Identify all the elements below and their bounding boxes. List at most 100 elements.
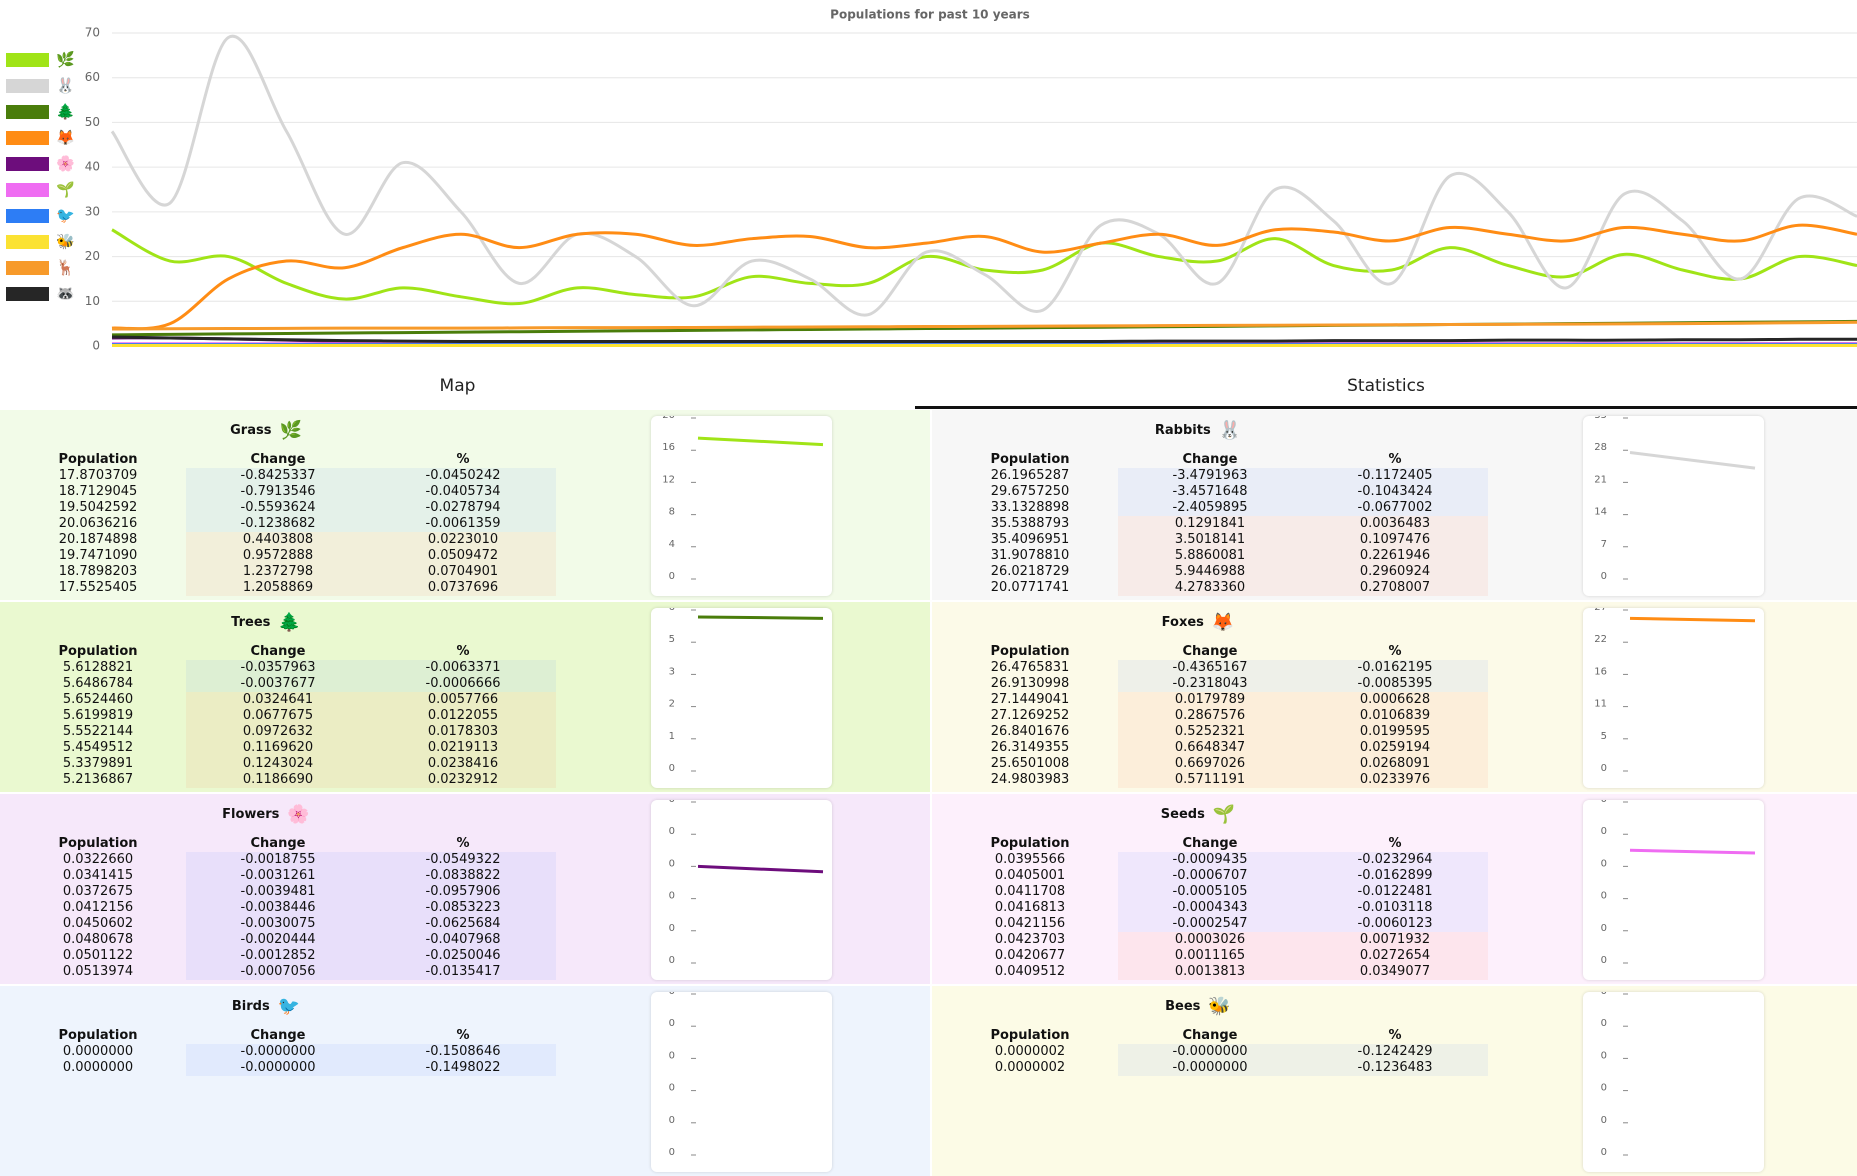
header-row: Population Change% xyxy=(942,452,1488,468)
stats-cell: 0.0000000 xyxy=(62,1060,134,1075)
stats-cell: -0.0061359 xyxy=(370,516,556,532)
stats-cell: 0.2960924 xyxy=(1302,564,1488,580)
stats-row: 35.5388793 0.1291841 0.0036483 xyxy=(942,516,1488,532)
stats-cell: 20.0636216 xyxy=(58,516,138,531)
column-header: % xyxy=(1388,452,1402,467)
mini-tick-label: 0 xyxy=(669,1018,675,1029)
mini-line xyxy=(1629,451,1756,470)
stats-row: 0.0341415 -0.0031261 -0.0838822 xyxy=(10,868,556,884)
title-icon: 🐦 xyxy=(277,996,301,1017)
stats-cell: 0.0409512 xyxy=(994,964,1066,979)
stats-cell: 1.2372798 xyxy=(186,564,370,580)
mini-line xyxy=(697,436,824,447)
stats-cell: 0.0322660 xyxy=(62,852,134,867)
stats-cell: 0.0268091 xyxy=(1302,756,1488,772)
stats-cell: 0.0704901 xyxy=(370,564,556,580)
column-header: % xyxy=(456,836,470,851)
mini-tick-label: 0 xyxy=(669,1115,675,1126)
species-panel: Rabbits 🐰 Population Change% 26.1965287 -3.47… xyxy=(932,410,1857,600)
legend-swatch xyxy=(6,209,49,223)
tab[interactable]: Map xyxy=(439,376,476,396)
stats-cell: 5.8860081 xyxy=(1118,548,1302,564)
stats-cell: 17.5525405 xyxy=(58,580,138,595)
stats-row: 24.9803983 0.5711191 0.0233976 xyxy=(942,772,1488,788)
column-header: Population xyxy=(58,1028,138,1043)
title-text: Seeds xyxy=(1160,807,1205,822)
stats-cell: 0.0513974 xyxy=(62,964,134,979)
stats-cell: 18.7129045 xyxy=(58,484,138,499)
mini-tick-label: 0 xyxy=(1601,1083,1607,1094)
header-row: Population Change% xyxy=(10,644,556,660)
stats-cell: -0.0122481 xyxy=(1302,884,1488,900)
stats-row: 0.0000002 -0.0000000 -0.1236483 xyxy=(942,1060,1488,1076)
column-header: Change xyxy=(250,644,306,659)
stats-cell: 26.1965287 xyxy=(990,468,1070,483)
y-tick-label: 30 xyxy=(85,204,100,218)
column-header: Change xyxy=(1182,452,1238,467)
stats-row: 17.8703709 -0.8425337 -0.0450242 xyxy=(10,468,556,484)
stats-cell: -0.0012852 xyxy=(186,948,370,964)
panel-title: Flowers 🌸 xyxy=(166,804,366,825)
stats-cell: -0.0405734 xyxy=(370,484,556,500)
stats-cell: 0.0199595 xyxy=(1302,724,1488,740)
stats-row: 0.0000000 -0.0000000 -0.1508646 xyxy=(10,1044,556,1060)
stats-cell: -0.0009435 xyxy=(1118,852,1302,868)
mini-tick-label: 12 xyxy=(662,474,675,485)
stats-cell: 0.1186690 xyxy=(186,772,370,788)
tab[interactable]: Statistics xyxy=(915,368,1857,409)
stats-cell: 29.6757250 xyxy=(990,484,1070,499)
column-header: Change xyxy=(250,1028,306,1043)
stats-cell: -0.0006666 xyxy=(370,676,556,692)
mini-chart: 0 4 8 12 16 20 xyxy=(662,416,824,582)
stats-cell: 0.0450602 xyxy=(62,916,134,931)
panel-title: Seeds 🌱 xyxy=(1098,804,1298,825)
stats-cell: 0.0178303 xyxy=(370,724,556,740)
mini-chart: 0 1 2 3 5 6 xyxy=(669,608,824,774)
legend-label: 🌱 xyxy=(56,181,75,199)
column-header: Change xyxy=(1182,644,1238,659)
mini-chart-card: 0 7 14 21 28 35 xyxy=(1583,416,1764,596)
stats-row: 0.0411708 -0.0005105 -0.0122481 xyxy=(942,884,1488,900)
stats-cell: -0.0000000 xyxy=(186,1044,370,1060)
mini-chart-card: 0 4 8 12 16 20 xyxy=(651,416,832,596)
population-chart: Populations for past 10 years 0 10 20 30 40 5… xyxy=(6,8,1857,353)
mini-chart: 0 0 0 0 0 0 xyxy=(669,992,696,1158)
stats-cell: -0.1172405 xyxy=(1302,468,1488,484)
species-panel: Seeds 🌱 Population Change% 0.0395566 -0.00094… xyxy=(932,794,1857,984)
legend-swatch xyxy=(6,79,49,93)
stats-cell: 0.0036483 xyxy=(1302,516,1488,532)
stats-row: 0.0421156 -0.0002547 -0.0060123 xyxy=(942,916,1488,932)
stats-row: 0.0322660 -0.0018755 -0.0549322 xyxy=(10,852,556,868)
mini-tick-label: 16 xyxy=(1594,666,1607,677)
stats-cell: -0.0162195 xyxy=(1302,660,1488,676)
stats-row: 0.0395566 -0.0009435 -0.0232964 xyxy=(942,852,1488,868)
legend-swatch xyxy=(6,235,49,249)
panel-title: Grass 🌿 xyxy=(166,420,366,441)
mini-tick-label: 0 xyxy=(1601,571,1607,582)
series-line xyxy=(111,228,1857,306)
stats-row: 5.6199819 0.0677675 0.0122055 xyxy=(10,708,556,724)
stats-cell: 0.0219113 xyxy=(370,740,556,756)
stats-cell: 0.0013813 xyxy=(1118,964,1302,980)
stats-cell: 0.2261946 xyxy=(1302,548,1488,564)
mini-tick-label: 0 xyxy=(1601,1115,1607,1126)
stats-cell: -0.1043424 xyxy=(1302,484,1488,500)
legend-swatch xyxy=(6,53,49,67)
stats-cell: 0.0122055 xyxy=(370,708,556,724)
stats-cell: -0.0135417 xyxy=(370,964,556,980)
stats-row: 26.4765831 -0.4365167 -0.0162195 xyxy=(942,660,1488,676)
stats-row: 20.1874898 0.4403808 0.0223010 xyxy=(10,532,556,548)
stats-cell: 0.1243024 xyxy=(186,756,370,772)
mini-tick-label: 7 xyxy=(1601,539,1607,550)
species-panel: Birds 🐦 Population Change% 0.0000000 -0.00000… xyxy=(0,986,930,1176)
column-header: Population xyxy=(990,1028,1070,1043)
stats-table: Population Change% 0.0322660 -0.0018755 -0.0… xyxy=(10,836,556,980)
stats-row: 26.9130998 -0.2318043 -0.0085395 xyxy=(942,676,1488,692)
panel-title: Birds 🐦 xyxy=(166,996,366,1017)
stats-cell: 26.3149355 xyxy=(990,740,1070,755)
header-row: Population Change% xyxy=(10,836,556,852)
mini-tick-label: 35 xyxy=(1594,416,1607,421)
column-header: % xyxy=(456,644,470,659)
stats-cell: 26.8401676 xyxy=(990,724,1070,739)
title-icon: 🌸 xyxy=(287,804,310,825)
